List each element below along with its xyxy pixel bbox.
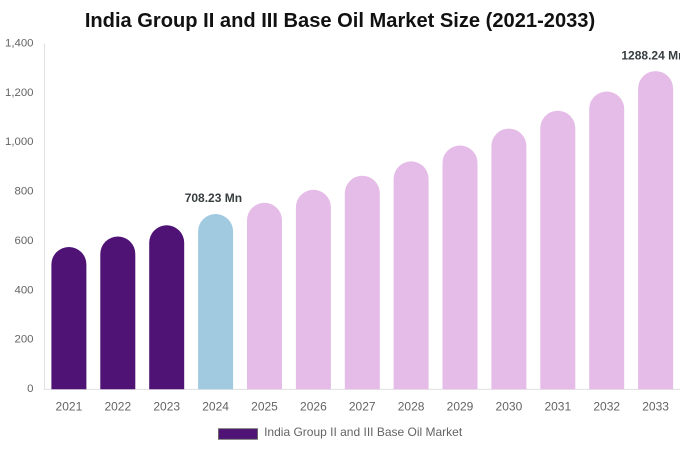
svg-text:2029: 2029 (447, 400, 474, 414)
svg-text:1,400: 1,400 (5, 38, 34, 50)
svg-text:1,200: 1,200 (5, 87, 34, 99)
svg-text:2026: 2026 (300, 400, 327, 414)
svg-text:708.23 Mn: 708.23 Mn (185, 191, 242, 205)
svg-text:800: 800 (14, 186, 33, 198)
svg-text:2021: 2021 (56, 400, 83, 414)
svg-text:India Group II and III Base Oi: India Group II and III Base Oil Market S… (85, 10, 595, 32)
svg-text:200: 200 (14, 334, 33, 346)
svg-text:2033: 2033 (642, 400, 669, 414)
svg-text:600: 600 (14, 235, 33, 247)
svg-text:400: 400 (14, 284, 33, 296)
svg-text:2028: 2028 (398, 400, 425, 414)
svg-text:2027: 2027 (349, 400, 376, 414)
svg-text:2030: 2030 (496, 400, 523, 414)
svg-text:1288.24 Mn: 1288.24 Mn (621, 48, 680, 62)
svg-text:1,000: 1,000 (5, 136, 34, 148)
svg-text:2024: 2024 (202, 400, 229, 414)
svg-text:2022: 2022 (104, 400, 131, 414)
svg-text:India Group II and III Base Oi: India Group II and III Base Oil Market (264, 425, 463, 439)
svg-text:2032: 2032 (593, 400, 620, 414)
svg-text:0: 0 (27, 383, 33, 395)
svg-text:2025: 2025 (251, 400, 278, 414)
svg-text:2031: 2031 (544, 400, 571, 414)
svg-text:2023: 2023 (153, 400, 180, 414)
